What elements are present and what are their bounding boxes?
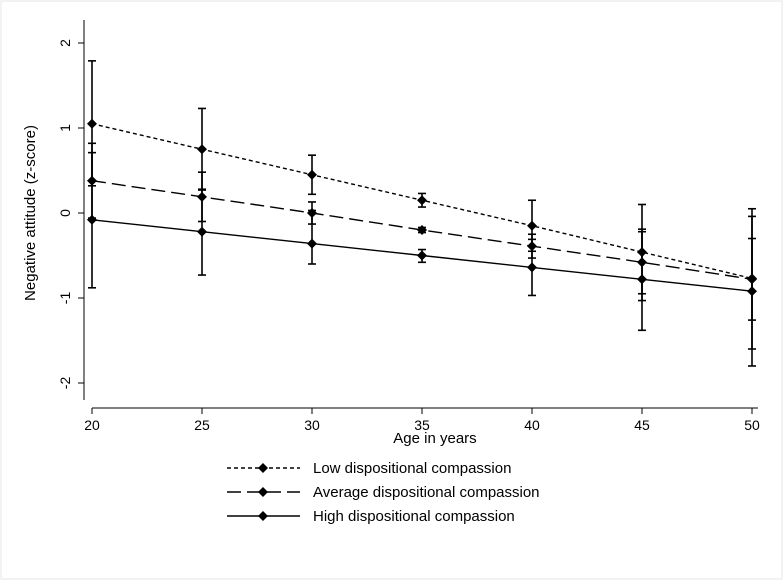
y-tick-label: -2 xyxy=(57,377,73,390)
data-point xyxy=(87,214,97,225)
y-tick-label: 2 xyxy=(57,39,73,47)
data-point xyxy=(307,238,317,249)
data-point xyxy=(637,274,647,285)
data-point xyxy=(527,220,537,231)
data-point xyxy=(527,262,537,273)
legend-item: High dispositional compassion xyxy=(227,508,515,525)
legend-item: Low dispositional compassion xyxy=(227,460,511,477)
y-tick-label: 0 xyxy=(57,209,73,217)
legend-marker xyxy=(258,487,268,497)
x-tick-label: 35 xyxy=(414,417,430,433)
y-axis-label: Negative attitude (z-score) xyxy=(22,125,39,301)
data-point xyxy=(87,118,97,129)
plot-area xyxy=(87,60,757,367)
y-ticks: -2 -1 0 1 2 xyxy=(57,39,84,389)
x-tick-label: 45 xyxy=(634,417,650,433)
legend-marker xyxy=(258,463,268,473)
x-axis-label: Age in years xyxy=(393,430,476,447)
x-tick-label: 50 xyxy=(744,417,760,433)
series-2 xyxy=(87,151,757,367)
data-point xyxy=(417,250,427,261)
legend-label: Low dispositional compassion xyxy=(313,460,511,477)
data-point xyxy=(417,195,427,206)
legend: Low dispositional compassion Average disp… xyxy=(227,460,540,525)
data-point xyxy=(417,225,427,235)
legend-label: Average dispositional compassion xyxy=(313,484,540,501)
x-tick-label: 20 xyxy=(84,417,100,433)
y-tick-label: -1 xyxy=(57,292,73,305)
x-tick-label: 40 xyxy=(524,417,540,433)
data-point xyxy=(747,286,757,297)
data-point xyxy=(307,169,317,180)
y-tick-label: 1 xyxy=(57,124,73,132)
legend-label: High dispositional compassion xyxy=(313,508,515,525)
x-tick-label: 30 xyxy=(304,417,320,433)
x-tick-label: 25 xyxy=(194,417,210,433)
legend-item: Average dispositional compassion xyxy=(227,484,540,501)
x-ticks: 20 25 30 35 40 45 50 xyxy=(84,408,760,433)
data-point xyxy=(197,144,207,155)
legend-marker xyxy=(258,511,268,521)
data-point xyxy=(197,226,207,237)
